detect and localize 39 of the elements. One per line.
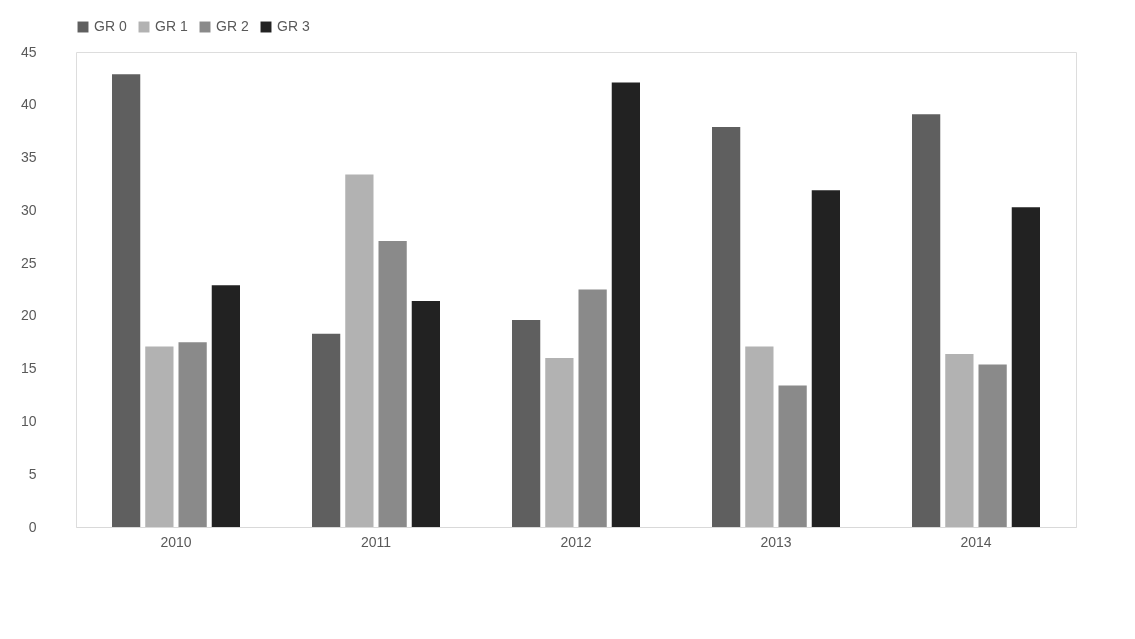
y-tick-label: 10 bbox=[20, 412, 37, 429]
bar bbox=[811, 190, 840, 527]
bar bbox=[312, 333, 341, 527]
bar bbox=[178, 342, 207, 527]
x-tick-label: 2011 bbox=[360, 533, 392, 550]
x-tick-label: 2013 bbox=[760, 533, 792, 550]
bar bbox=[712, 126, 741, 527]
y-tick-label: 20 bbox=[20, 307, 37, 324]
bar bbox=[745, 346, 774, 527]
y-tick-label: 35 bbox=[20, 149, 37, 166]
x-tick-label: 2014 bbox=[960, 533, 992, 550]
y-tick-label: 25 bbox=[20, 254, 37, 271]
bar bbox=[112, 74, 141, 527]
bar bbox=[578, 289, 607, 527]
legend-label: GR 0 bbox=[94, 18, 127, 34]
bar bbox=[778, 385, 807, 527]
bar bbox=[611, 82, 640, 527]
bar bbox=[378, 240, 407, 527]
y-tick-label: 0 bbox=[28, 518, 37, 535]
x-tick-label: 2010 bbox=[160, 533, 192, 550]
bar bbox=[945, 353, 974, 527]
legend-label: GR 1 bbox=[155, 18, 188, 34]
y-tick-label: 5 bbox=[28, 465, 37, 482]
y-tick-label: 30 bbox=[20, 201, 37, 218]
bar bbox=[545, 358, 574, 527]
x-tick-label: 2012 bbox=[560, 533, 592, 550]
bar bbox=[145, 346, 174, 527]
bar bbox=[912, 114, 941, 527]
bar bbox=[978, 364, 1007, 527]
bar bbox=[411, 301, 440, 527]
y-tick-label: 40 bbox=[20, 96, 37, 113]
y-tick-label: 45 bbox=[20, 43, 37, 60]
bar bbox=[512, 320, 541, 527]
bar bbox=[345, 174, 374, 527]
legend-label: GR 2 bbox=[216, 18, 249, 34]
bar bbox=[1011, 207, 1040, 527]
y-tick-label: 15 bbox=[20, 360, 37, 377]
legend-label: GR 3 bbox=[277, 18, 310, 34]
bar bbox=[211, 285, 240, 527]
